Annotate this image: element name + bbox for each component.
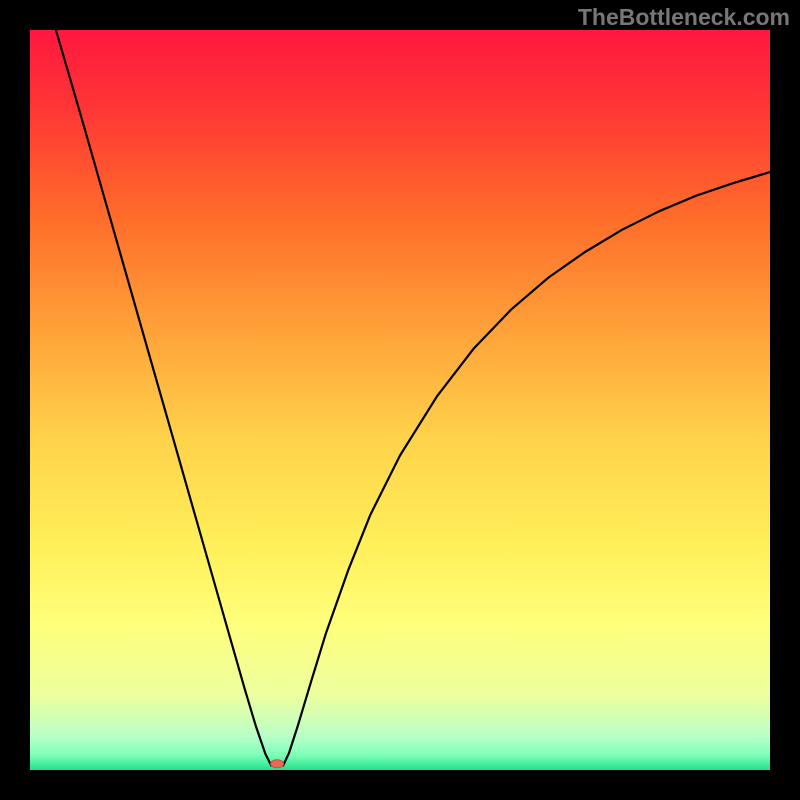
watermark-text: TheBottleneck.com [578, 4, 790, 31]
chart-frame: TheBottleneck.com [0, 0, 800, 800]
bottleneck-curve [30, 30, 770, 770]
plot-area [30, 30, 770, 770]
